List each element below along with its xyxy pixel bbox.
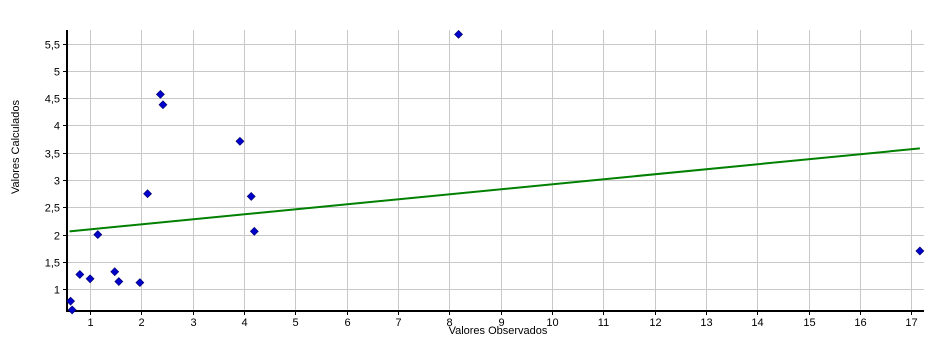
data-point — [66, 296, 76, 306]
x-tick-label: 10 — [546, 317, 558, 329]
x-tick-label: 6 — [344, 317, 350, 329]
x-tick-label: 15 — [803, 317, 815, 329]
y-tick-label: 3,5 — [45, 149, 60, 161]
y-axis-title: Valores Calculados — [10, 100, 22, 194]
y-tick-label: 4,5 — [45, 94, 60, 106]
x-tick-label: 3 — [190, 317, 196, 329]
x-tick-label: 7 — [395, 317, 401, 329]
trendline-layer — [69, 147, 920, 233]
x-tick-label: 16 — [854, 317, 866, 329]
data-points — [66, 29, 925, 315]
y-tick-label: 4 — [54, 121, 60, 133]
x-tick-label: 2 — [138, 317, 144, 329]
x-tick-label: 11 — [598, 317, 609, 329]
data-point — [110, 267, 120, 277]
data-point — [114, 277, 124, 286]
x-axis-title: Valores Observados — [449, 325, 548, 337]
data-point — [85, 274, 95, 284]
x-tick-label: 13 — [700, 317, 712, 329]
y-tick-label: 1 — [54, 285, 60, 297]
trendline — [69, 147, 920, 233]
data-point — [158, 100, 168, 110]
data-point — [143, 189, 152, 199]
x-tick-label: 8 — [446, 317, 452, 329]
grid-layer — [67, 30, 924, 311]
data-point — [454, 29, 463, 39]
x-tick-label: 1 — [87, 317, 93, 329]
data-point — [155, 89, 165, 99]
y-tick-label: 2,5 — [45, 203, 60, 215]
data-point — [75, 270, 85, 279]
y-tick-label: 2 — [54, 231, 60, 243]
x-tick-label: 17 — [905, 317, 917, 329]
x-tick-label: 14 — [751, 317, 763, 329]
x-tick-label: 9 — [498, 317, 504, 329]
data-point — [67, 305, 77, 315]
y-tick-label: 1,5 — [45, 258, 60, 270]
x-tick-label: 5 — [292, 317, 298, 329]
y-tick-label: 5 — [54, 67, 60, 79]
data-point — [249, 226, 259, 236]
y-tick-label: 5,5 — [45, 40, 60, 52]
x-tick-label: 4 — [241, 317, 247, 329]
data-point — [93, 230, 103, 240]
y-tick-label: 3 — [54, 176, 60, 188]
data-point — [135, 278, 145, 288]
data-point — [246, 191, 256, 201]
tick-labels: 1 2 3 4 5 6 7 8 9 10 11 12 13 14 15 16 1711,522,533,544,… — [45, 40, 918, 330]
x-tick-label: 12 — [649, 317, 661, 329]
data-point — [235, 136, 245, 146]
axes-layer — [63, 30, 924, 315]
data-point — [915, 246, 925, 256]
